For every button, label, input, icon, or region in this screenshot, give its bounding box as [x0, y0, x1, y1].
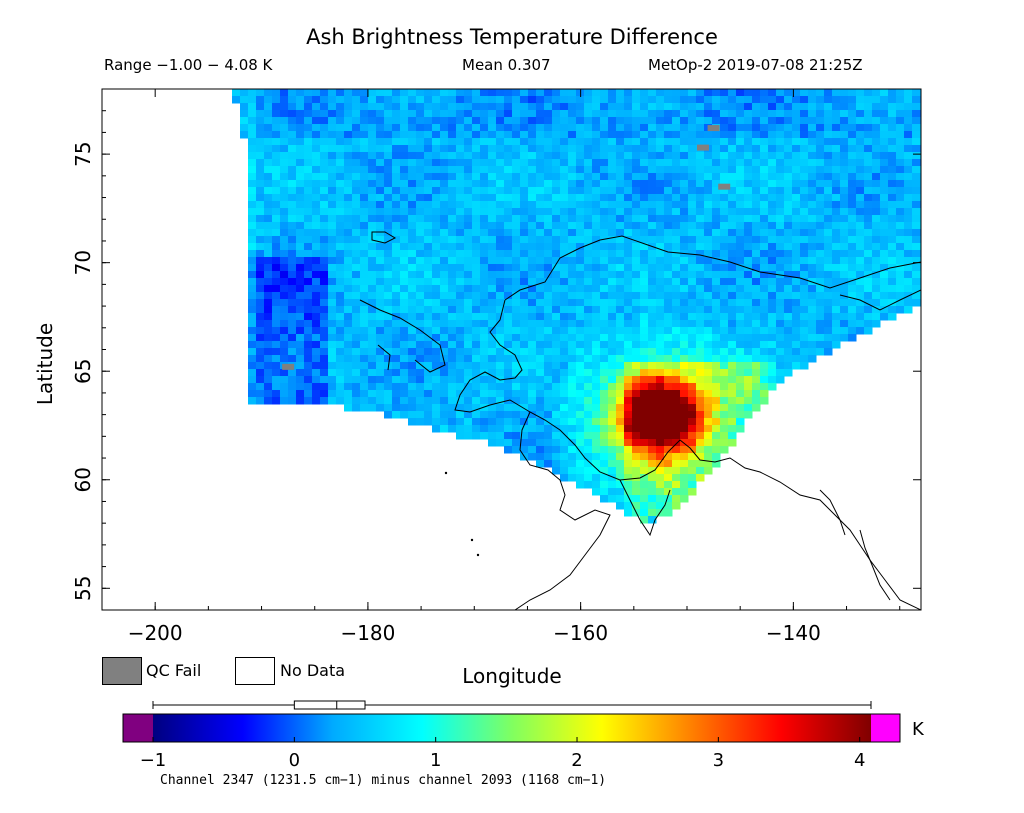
no-data-label: No Data	[280, 661, 346, 680]
coastline	[359, 299, 446, 373]
no-data-swatch	[235, 657, 275, 685]
qc-fail-pixel	[282, 363, 295, 370]
colorbar-tick-label: 3	[713, 750, 724, 771]
chart-title: Ash Brightness Temperature Difference	[306, 25, 718, 49]
x-axis-label: Longitude	[462, 664, 562, 688]
y-tick-label: 55	[71, 576, 95, 601]
colorbar-gradient	[153, 714, 871, 742]
coastline	[504, 235, 921, 301]
coastline	[514, 411, 611, 610]
y-tick-label: 70	[71, 250, 95, 275]
iqr-box	[293, 700, 366, 710]
island	[476, 553, 480, 557]
coastline	[619, 479, 671, 537]
coastline	[819, 489, 846, 536]
qc-fail-pixel	[718, 183, 731, 190]
satellite-time-label: MetOp-2 2019-07-08 21:25Z	[648, 56, 863, 74]
colorbar-over	[871, 714, 900, 742]
range-label: Range −1.00 − 4.08 K	[104, 56, 273, 74]
colorbar-footnote: Channel 2347 (1231.5 cm−1) minus channel…	[160, 773, 607, 788]
qc-fail-swatch	[102, 657, 142, 685]
coastline	[454, 299, 921, 610]
colorbar-tick-label: 2	[571, 750, 582, 771]
island	[470, 538, 474, 542]
coastline	[377, 344, 391, 371]
colorbar-tick-label: 4	[854, 750, 865, 771]
coastline	[839, 289, 921, 311]
colorbar-tick-label: 1	[430, 750, 441, 771]
colorbar-frame	[122, 713, 901, 743]
qc-fail-label: QC Fail	[146, 661, 202, 680]
x-tick-label: −200	[128, 621, 183, 645]
swath-data-layer	[232, 89, 921, 524]
x-tick-label: −160	[553, 621, 608, 645]
x-tick-label: −180	[340, 621, 395, 645]
y-tick-label: 60	[71, 467, 95, 492]
mean-label: Mean 0.307	[462, 56, 551, 74]
coastline	[859, 529, 891, 601]
island	[444, 471, 448, 475]
axis-ticks: −200 −180 −160 −140 55 60 65 70 75	[71, 88, 921, 645]
colorbar-unit: K	[912, 719, 924, 740]
colorbar-tick-label: −1	[140, 750, 167, 771]
y-tick-label: 65	[71, 358, 95, 383]
y-tick-label: 75	[71, 141, 95, 166]
qc-fail-pixel	[707, 125, 720, 132]
colorbar-under	[123, 714, 153, 742]
coastline-layer	[359, 231, 921, 610]
qc-fail-pixel	[696, 144, 709, 151]
x-tick-label: −140	[766, 621, 821, 645]
coastline	[371, 231, 397, 244]
colorbar-tick-label: 0	[289, 750, 300, 771]
